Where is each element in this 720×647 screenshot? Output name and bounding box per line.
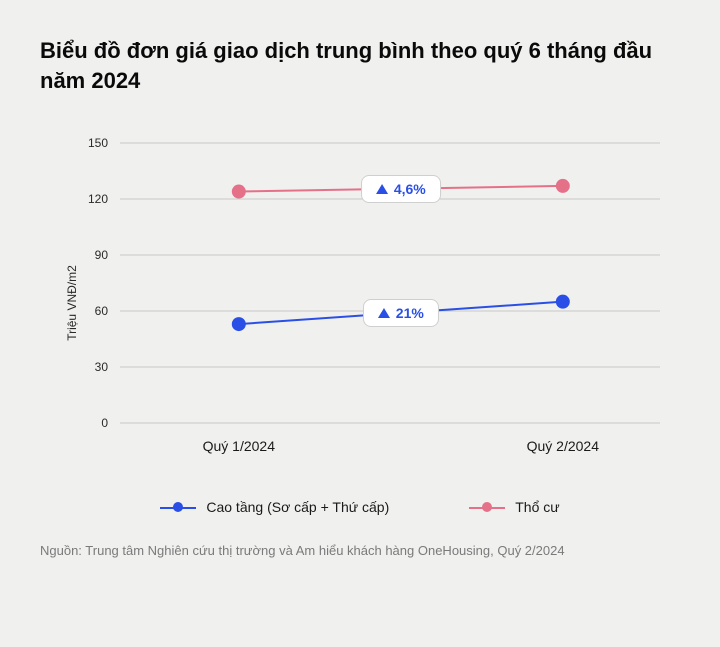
y-tick-label: 60 xyxy=(95,304,109,318)
y-tick-label: 30 xyxy=(95,360,109,374)
legend-swatch xyxy=(160,500,196,514)
legend-label: Thổ cư xyxy=(515,499,559,515)
x-tick-label: Quý 2/2024 xyxy=(527,438,600,454)
source-text: Nguồn: Trung tâm Nghiên cứu thị trường v… xyxy=(40,543,680,558)
legend-item: Thổ cư xyxy=(469,499,559,515)
legend-swatch xyxy=(469,500,505,514)
legend-label: Cao tầng (Sơ cấp + Thứ cấp) xyxy=(206,499,389,515)
badge-value: 4,6% xyxy=(394,181,426,197)
series-marker xyxy=(232,185,246,199)
series-marker xyxy=(232,317,246,331)
badge-value: 21% xyxy=(396,305,424,321)
change-badge: 21% xyxy=(363,299,439,327)
y-tick-label: 90 xyxy=(95,248,109,262)
y-tick-label: 150 xyxy=(88,136,108,150)
series-marker xyxy=(556,295,570,309)
legend: Cao tầng (Sơ cấp + Thứ cấp) Thổ cư xyxy=(40,499,680,515)
triangle-up-icon xyxy=(378,308,390,318)
triangle-up-icon xyxy=(376,184,388,194)
chart-container: Biểu đồ đơn giá giao dịch trung bình the… xyxy=(0,0,720,582)
line-chart: 0 30 60 90 120 150 Quý 1/2024 Quý 2/2024 xyxy=(40,123,680,483)
chart-title: Biểu đồ đơn giá giao dịch trung bình the… xyxy=(40,36,680,95)
series-marker xyxy=(556,179,570,193)
legend-dot-icon xyxy=(482,502,492,512)
y-tick-label: 0 xyxy=(101,416,108,430)
legend-item: Cao tầng (Sơ cấp + Thứ cấp) xyxy=(160,499,389,515)
y-axis-label: Triệu VNĐ/m2 xyxy=(65,266,79,342)
legend-dot-icon xyxy=(173,502,183,512)
x-tick-label: Quý 1/2024 xyxy=(203,438,276,454)
y-tick-label: 120 xyxy=(88,192,108,206)
chart-plot-wrap: Triệu VNĐ/m2 0 30 60 90 120 150 Quý 1/2024 Quý … xyxy=(40,123,680,483)
change-badge: 4,6% xyxy=(361,175,441,203)
